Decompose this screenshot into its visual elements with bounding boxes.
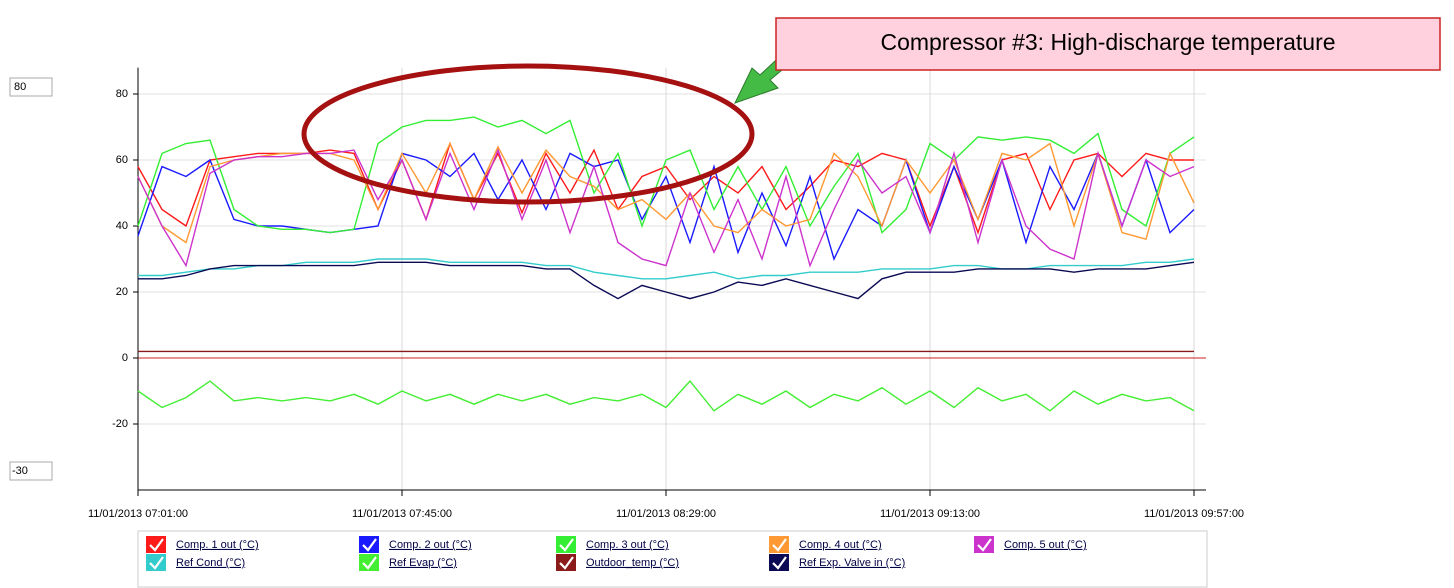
x-tick-label: 11/01/2013 08:29:00 <box>616 508 716 520</box>
y-tick-label: 0 <box>122 352 128 364</box>
series-line <box>137 380 1195 412</box>
legend-label[interactable]: Comp. 4 out (°C) <box>799 539 882 551</box>
legend-label[interactable]: Comp. 3 out (°C) <box>586 539 669 551</box>
legend-check <box>559 556 574 570</box>
legend-label[interactable]: Comp. 1 out (°C) <box>176 539 259 551</box>
legend-label[interactable]: Ref Evap (°C) <box>389 557 457 569</box>
plot-area: -20 0 20 40 60 80 11/01/2013 07:01:00 11/01/201… <box>88 67 1244 520</box>
legend-check <box>362 556 377 570</box>
y-tick-label: 60 <box>116 154 128 166</box>
legend-check <box>977 538 992 552</box>
y-min-input-value: -30 <box>12 465 28 477</box>
callout-box <box>775 17 1441 71</box>
legend-check <box>149 538 164 552</box>
legend-item[interactable]: Comp. 1 out (°C) <box>146 536 259 553</box>
callout-text: Compressor #3: High-discharge temperatur… <box>880 29 1335 55</box>
y-min-input[interactable] <box>9 461 53 481</box>
legend-label[interactable]: Comp. 5 out (°C) <box>1004 539 1087 551</box>
y-tick-label: 80 <box>116 88 128 100</box>
legend-label[interactable]: Outdoor_temp (°C) <box>586 557 679 569</box>
legend-check <box>772 556 787 570</box>
legend-item[interactable]: Comp. 4 out (°C) <box>769 536 882 553</box>
legend-item[interactable]: Comp. 2 out (°C) <box>359 536 472 553</box>
legend-check <box>772 538 787 552</box>
y-max-input-value: 80 <box>14 81 26 93</box>
legend-item[interactable]: Comp. 3 out (°C) <box>556 536 669 553</box>
legend-label[interactable]: Ref Exp. Valve in (°C) <box>799 557 905 569</box>
legend-item[interactable]: Ref Exp. Valve in (°C) <box>769 554 905 571</box>
legend-label[interactable]: Comp. 2 out (°C) <box>389 539 472 551</box>
legend <box>137 530 1208 588</box>
series-line <box>137 116 1195 234</box>
y-tick-label: 40 <box>116 220 128 232</box>
x-tick-label: 11/01/2013 09:13:00 <box>880 508 980 520</box>
y-tick-label: -20 <box>112 418 128 430</box>
legend-check <box>362 538 377 552</box>
series-line <box>138 261 1195 300</box>
y-max-input[interactable] <box>9 77 53 97</box>
legend-item[interactable]: Ref Evap (°C) <box>359 554 457 571</box>
legend-label[interactable]: Ref Cond (°C) <box>176 557 245 569</box>
x-tick-label: 11/01/2013 07:01:00 <box>88 508 188 520</box>
legend-item[interactable]: Outdoor_temp (°C) <box>556 554 679 571</box>
legend-check <box>559 538 574 552</box>
legend-item[interactable]: Ref Cond (°C) <box>146 554 245 571</box>
legend-item[interactable]: Comp. 5 out (°C) <box>974 536 1087 553</box>
x-tick-label: 11/01/2013 07:45:00 <box>352 508 452 520</box>
highlight-ellipse <box>301 63 755 205</box>
x-tick-label: 11/01/2013 09:57:00 <box>1144 508 1244 520</box>
y-tick-label: 20 <box>116 286 128 298</box>
legend-check <box>149 556 164 570</box>
